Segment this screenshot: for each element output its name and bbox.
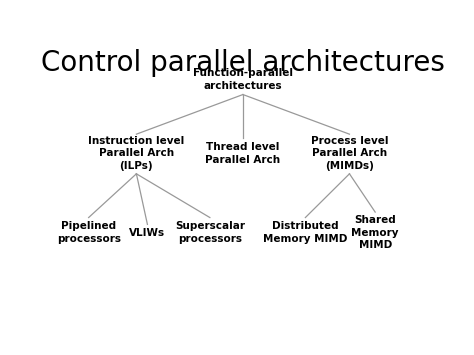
- Text: Superscalar
processors: Superscalar processors: [175, 222, 245, 244]
- Text: VLIWs: VLIWs: [129, 228, 165, 237]
- Text: Pipelined
processors: Pipelined processors: [56, 222, 121, 244]
- Text: Function-parallel
architectures: Function-parallel architectures: [193, 68, 293, 91]
- Text: Process level
Parallel Arch
(MIMDs): Process level Parallel Arch (MIMDs): [310, 136, 388, 171]
- Text: Instruction level
Parallel Arch
(ILPs): Instruction level Parallel Arch (ILPs): [88, 136, 184, 171]
- Text: Distributed
Memory MIMD: Distributed Memory MIMD: [263, 222, 347, 244]
- Text: Thread level
Parallel Arch: Thread level Parallel Arch: [205, 142, 281, 164]
- Text: Shared
Memory
MIMD: Shared Memory MIMD: [351, 215, 399, 250]
- Text: Control parallel architectures: Control parallel architectures: [41, 49, 445, 77]
